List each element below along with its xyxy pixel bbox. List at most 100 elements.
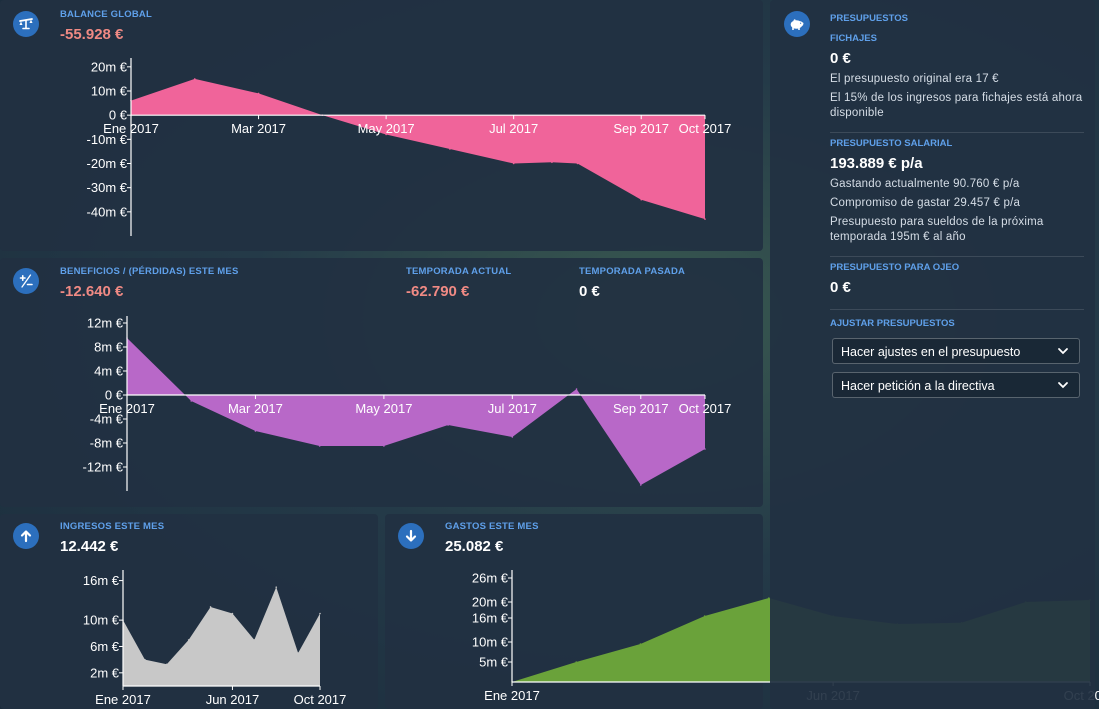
adjust-budget-dropdown[interactable]: Hacer ajustes en el presupuesto: [832, 338, 1080, 364]
y-tick-label: -8m €: [90, 436, 124, 451]
data-point: [576, 162, 579, 165]
data-point: [297, 652, 299, 654]
x-tick-label: Ene 2017: [484, 688, 540, 703]
y-tick-label: 20m €: [91, 59, 128, 74]
data-point: [190, 400, 193, 402]
y-tick-label: 2m €: [90, 665, 120, 680]
profit-panel: BENEFICIOS / (PÉRDIDAS) ESTE MES -12.640…: [0, 258, 763, 507]
x-tick-label: Ene 2017: [95, 692, 151, 707]
wage-budget-label: PRESUPUESTO SALARIAL: [830, 138, 953, 149]
data-point: [253, 639, 256, 641]
arrow-up-icon: [13, 523, 39, 549]
x-tick-label: Sep 2017: [613, 121, 669, 136]
data-point: [704, 448, 706, 450]
x-tick-label: Ene 2017: [99, 401, 155, 416]
y-tick-label: -30m €: [87, 180, 128, 195]
x-tick-label: Mar 2017: [231, 121, 286, 136]
y-tick-label: 12m €: [87, 316, 124, 331]
data-point: [640, 198, 643, 201]
board-request-dropdown[interactable]: Hacer petición a la directiva: [832, 372, 1080, 398]
income-value: 12.442 €: [60, 538, 119, 555]
y-tick-label: 6m €: [90, 639, 120, 654]
expenses-label: GASTOS ESTE MES: [445, 521, 539, 532]
data-point: [383, 445, 385, 447]
x-tick-label: Sep 2017: [613, 401, 669, 416]
y-tick-label: 16m €: [472, 611, 509, 626]
chevron-down-icon: [1058, 382, 1068, 389]
data-point: [575, 661, 578, 663]
income-chart: 16m € 10m € 6m € 2m € Ene 2017 Jun 2017 Oct 20…: [83, 570, 346, 707]
x-tick-label: Jul 2017: [488, 401, 537, 416]
current-season-value: -62.790 €: [406, 283, 470, 300]
plus-minus-icon: [13, 268, 39, 294]
current-season-label: TEMPORADA ACTUAL: [406, 266, 512, 277]
data-point: [165, 663, 168, 666]
x-tick-label: Ene 2017: [103, 121, 159, 136]
chevron-down-icon: [1058, 348, 1068, 355]
y-tick-label: 4m €: [94, 364, 124, 379]
balance-value: -55.928 €: [60, 26, 124, 43]
board-request-dropdown-label: Hacer petición a la directiva: [841, 379, 995, 393]
y-tick-label: -4m €: [90, 412, 124, 427]
data-point: [449, 148, 451, 150]
y-tick-label: 16m €: [83, 573, 120, 588]
wage-note-next-season: Presupuesto para sueldos de la próxima t…: [830, 216, 1044, 243]
x-tick-label: May 2017: [358, 121, 415, 136]
data-point: [703, 615, 706, 617]
balance-panel: BALANCE GLOBAL -55.928 € 20m € 10m € 0 € -1…: [0, 0, 763, 251]
y-tick-label: -12m €: [83, 460, 124, 475]
data-point: [193, 78, 196, 80]
x-tick-label: Jun 2017: [206, 692, 260, 707]
profit-label: BENEFICIOS / (PÉRDIDAS) ESTE MES: [60, 266, 239, 277]
x-tick-label: Jul 2017: [489, 121, 538, 136]
data-point: [231, 612, 234, 615]
transfers-note-percentage: El 15% de los ingresos para fichajes est…: [830, 92, 1083, 119]
budgets-panel: PRESUPUESTOS FICHAJES 0 € El presupuesto…: [770, 0, 1095, 709]
balance-label: BALANCE GLOBAL: [60, 9, 152, 20]
adjust-budgets-label: AJUSTAR PRESUPUESTOS: [830, 318, 955, 329]
divider: [830, 132, 1084, 133]
transfers-note-original: El presupuesto original era 17 €: [830, 73, 999, 85]
y-tick-label: -40m €: [87, 204, 128, 219]
wage-note-spending: Gastando actualmente 90.760 € p/a: [830, 178, 1020, 190]
y-tick-label: 10m €: [83, 613, 120, 628]
y-tick-label: 10m €: [91, 84, 128, 99]
data-point: [209, 606, 212, 608]
balance-chart: 20m € 10m € 0 € -10m € -20m € -30m € -40m € Ene…: [87, 58, 731, 236]
scale-icon: [13, 11, 39, 37]
data-point: [319, 612, 321, 615]
transfers-label: FICHAJES: [830, 33, 877, 44]
y-tick-label: 10m €: [472, 635, 509, 650]
scouting-budget-value: 0 €: [830, 279, 851, 296]
profit-chart: 12m € 8m € 4m € 0 € -4m € -8m € -12m € Ene 2017…: [83, 316, 732, 491]
data-point: [318, 445, 321, 447]
data-point: [575, 388, 578, 390]
data-point: [187, 639, 190, 641]
x-tick-label: Mar 2017: [228, 401, 283, 416]
data-point: [551, 161, 553, 164]
income-label: INGRESOS ESTE MES: [60, 521, 165, 532]
y-tick-label: 8m €: [94, 340, 124, 355]
expenses-value: 25.082 €: [445, 538, 504, 555]
x-tick-label: Oct 2017: [679, 401, 732, 416]
y-tick-label: 5m €: [479, 655, 509, 670]
data-point: [704, 218, 706, 220]
data-point: [275, 586, 278, 588]
y-tick-label: 0 €: [109, 108, 128, 123]
data-point: [639, 484, 642, 486]
data-point: [512, 162, 515, 165]
y-tick-label: 20m €: [472, 595, 509, 610]
series-area: [127, 338, 705, 485]
y-tick-label: 0 €: [105, 388, 124, 403]
expenses-panel: GASTOS ESTE MES 25.082 € 26m € 20m €16m €…: [385, 514, 1099, 709]
x-tick-label: May 2017: [355, 401, 412, 416]
transfers-value: 0 €: [830, 50, 851, 67]
income-panel: INGRESOS ESTE MES 12.442 € 16m € 10m € 6m …: [0, 514, 378, 709]
data-point: [254, 430, 257, 432]
profit-value: -12.640 €: [60, 283, 124, 300]
data-point: [768, 597, 770, 599]
wage-budget-value: 193.889 € p/a: [830, 155, 923, 172]
data-point: [639, 643, 642, 645]
adjust-budget-dropdown-label: Hacer ajustes en el presupuesto: [841, 345, 1021, 359]
